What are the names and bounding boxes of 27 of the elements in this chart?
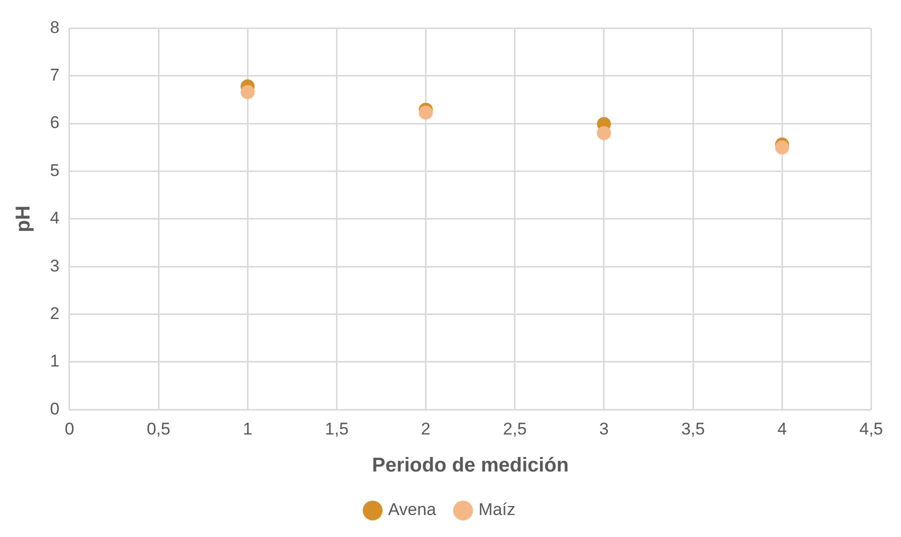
y-tick-label: 4: [50, 208, 60, 228]
x-tick-label: 0,5: [146, 419, 170, 438]
point: [775, 140, 790, 154]
y-tick-label: 3: [50, 256, 60, 276]
x-tick-label: 1,5: [324, 419, 349, 438]
point: [418, 106, 433, 120]
x-tick-label: 3: [599, 419, 609, 438]
y-tick-label: 1: [50, 352, 60, 371]
x-tick-label: 0: [64, 419, 74, 438]
x-tick-label: 2,5: [503, 419, 527, 438]
y-tick-label: 6: [50, 113, 60, 132]
x-tick-label: 2: [421, 419, 431, 438]
legend-label: Maíz: [478, 500, 516, 520]
y-tick-label: 7: [50, 66, 60, 85]
y-tick-label: 5: [50, 160, 60, 180]
x-tick-label: 1: [242, 419, 252, 438]
x-tick-label: 4: [777, 419, 787, 438]
x-axis-title: Periodo de medición: [372, 454, 569, 477]
legend-label: Avena: [388, 500, 437, 520]
x-tick-label: 4,5: [859, 419, 884, 438]
point: [596, 126, 611, 140]
point: [240, 85, 255, 100]
y-axis-title: pH: [12, 206, 35, 232]
y-tick-label: 8: [50, 18, 60, 37]
y-tick-label: 2: [50, 304, 60, 323]
y-tick-label: 0: [50, 399, 60, 418]
x-tick-label: 3,5: [681, 419, 705, 438]
